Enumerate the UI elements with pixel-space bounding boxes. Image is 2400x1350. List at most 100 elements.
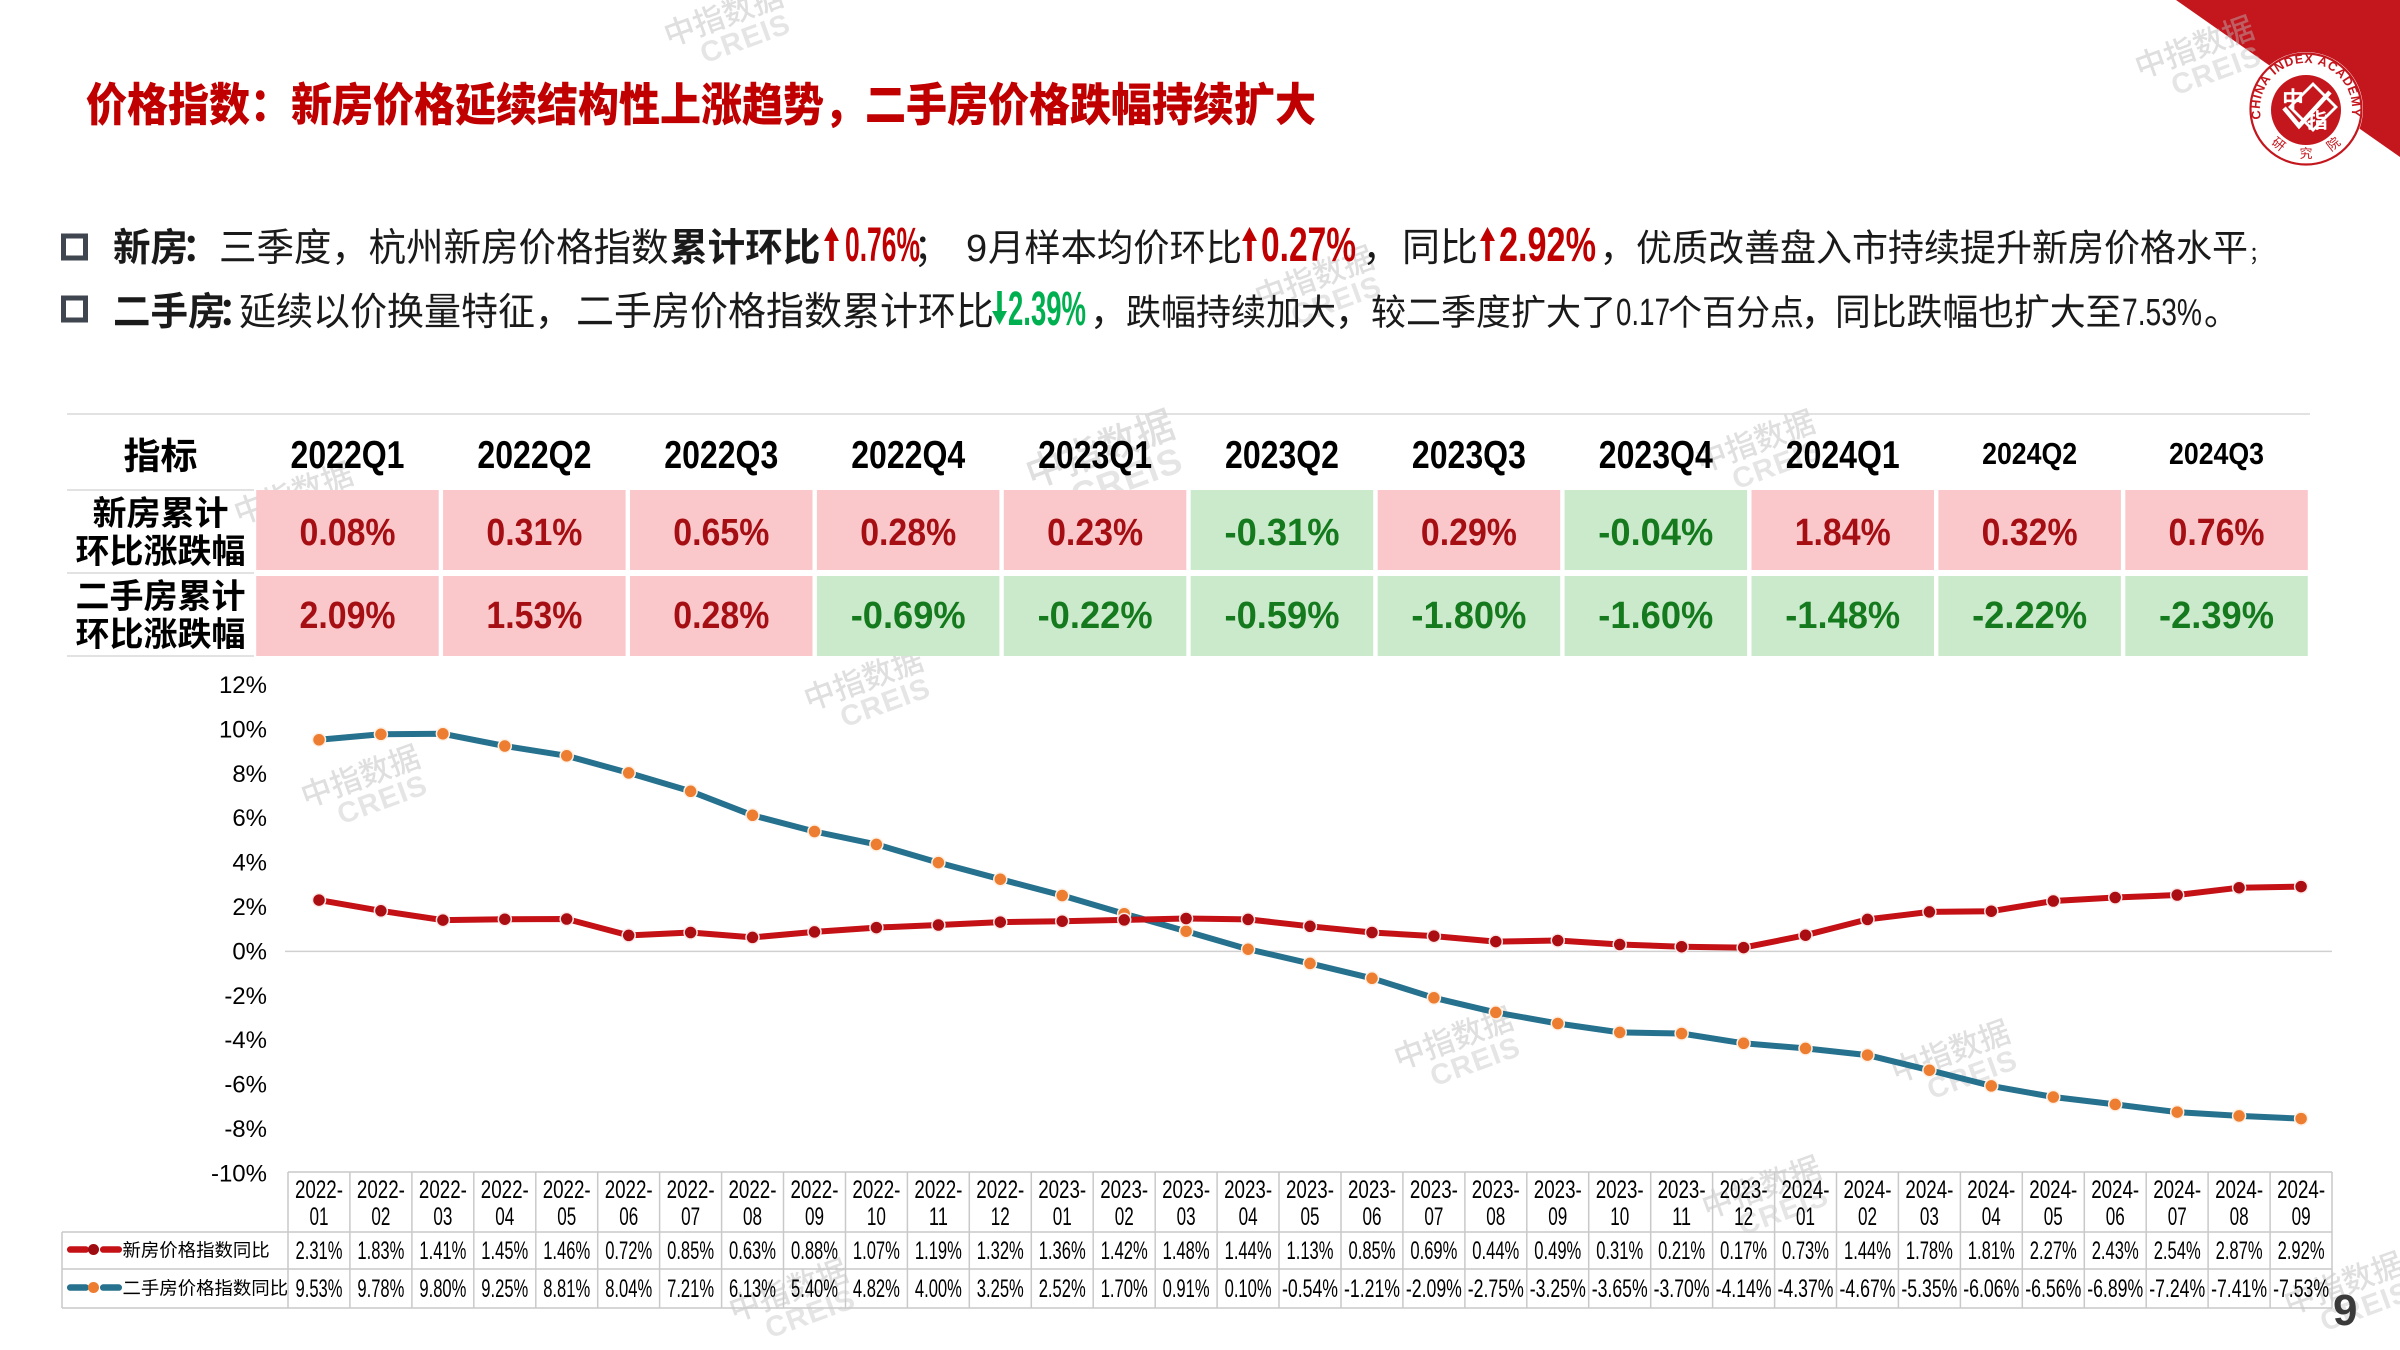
svg-text:2024-: 2024- (2215, 1176, 2263, 1204)
svg-text:0.91%: 0.91% (1163, 1275, 1210, 1303)
svg-text:0.10%: 0.10% (1225, 1275, 1272, 1303)
svg-text:2.92%: 2.92% (2278, 1237, 2325, 1265)
svg-text:2023-: 2023- (1038, 1176, 1086, 1204)
svg-text:2022-: 2022- (543, 1176, 591, 1204)
svg-text:2.27%: 2.27% (2030, 1237, 2077, 1265)
svg-text:0.85%: 0.85% (667, 1237, 714, 1265)
svg-text:4.00%: 4.00% (915, 1275, 962, 1303)
svg-text:1.53%: 1.53% (486, 595, 582, 637)
svg-text:09: 09 (2292, 1203, 2311, 1231)
svg-text:8%: 8% (232, 761, 267, 788)
svg-text:-2.09%: -2.09% (1406, 1275, 1462, 1303)
svg-text:01: 01 (310, 1203, 329, 1231)
svg-text:05: 05 (1301, 1203, 1320, 1231)
svg-text:09: 09 (805, 1203, 824, 1231)
svg-text:04: 04 (495, 1203, 514, 1231)
svg-text:9: 9 (966, 228, 987, 270)
svg-text:-3.70%: -3.70% (1654, 1275, 1710, 1303)
svg-text:2023Q3: 2023Q3 (1412, 434, 1526, 477)
svg-text:07: 07 (681, 1203, 700, 1231)
svg-text:01: 01 (1796, 1203, 1815, 1231)
svg-text:2022-: 2022- (914, 1176, 962, 1204)
svg-text:2022-: 2022- (852, 1176, 900, 1204)
svg-text:-0.31%: -0.31% (1225, 512, 1340, 554)
svg-text:04: 04 (1982, 1203, 2001, 1231)
svg-text:1.36%: 1.36% (1039, 1237, 1086, 1265)
svg-text:2022-: 2022- (419, 1176, 467, 1204)
svg-text:-0.22%: -0.22% (1038, 595, 1153, 637)
svg-text:6%: 6% (232, 805, 267, 832)
svg-text:1.70%: 1.70% (1101, 1275, 1148, 1303)
svg-text:-0.69%: -0.69% (851, 595, 966, 637)
svg-text:-4.37%: -4.37% (1778, 1275, 1834, 1303)
svg-text:-3.25%: -3.25% (1530, 1275, 1586, 1303)
svg-text:1.44%: 1.44% (1844, 1237, 1891, 1265)
svg-text:2024-: 2024- (2029, 1176, 2077, 1204)
svg-text:1.48%: 1.48% (1163, 1237, 1210, 1265)
svg-text:2.52%: 2.52% (1039, 1275, 1086, 1303)
svg-text:2023-: 2023- (1286, 1176, 1334, 1204)
svg-text:0.27%: 0.27% (1261, 219, 1356, 272)
svg-text:1.46%: 1.46% (543, 1237, 590, 1265)
svg-text:8.04%: 8.04% (605, 1275, 652, 1303)
svg-text:0.31%: 0.31% (1596, 1237, 1643, 1265)
svg-text:6.13%: 6.13% (729, 1275, 776, 1303)
svg-text:2022-: 2022- (295, 1176, 343, 1204)
svg-text:11: 11 (1672, 1203, 1691, 1231)
svg-text:1.83%: 1.83% (357, 1237, 404, 1265)
svg-text:3.25%: 3.25% (977, 1275, 1024, 1303)
svg-text:-5.35%: -5.35% (1901, 1275, 1957, 1303)
svg-text:0.21%: 0.21% (1658, 1237, 1705, 1265)
svg-text:11: 11 (929, 1203, 948, 1231)
svg-text:2024Q1: 2024Q1 (1786, 434, 1900, 477)
svg-text:2022-: 2022- (605, 1176, 653, 1204)
svg-text:06: 06 (2106, 1203, 2125, 1231)
svg-text:-7.41%: -7.41% (2211, 1275, 2267, 1303)
svg-text:9: 9 (2333, 1286, 2357, 1335)
svg-text:1.07%: 1.07% (853, 1237, 900, 1265)
svg-text:1.78%: 1.78% (1906, 1237, 1953, 1265)
svg-text:08: 08 (2230, 1203, 2249, 1231)
svg-text:2024Q3: 2024Q3 (2169, 436, 2264, 471)
svg-text:-1.80%: -1.80% (1411, 595, 1526, 637)
svg-text:4.82%: 4.82% (853, 1275, 900, 1303)
svg-text:05: 05 (557, 1203, 576, 1231)
svg-text:0.32%: 0.32% (1982, 512, 2078, 554)
svg-text:1.84%: 1.84% (1795, 512, 1891, 554)
svg-text:8.81%: 8.81% (543, 1275, 590, 1303)
svg-text:0.08%: 0.08% (300, 512, 396, 554)
svg-text:9.78%: 9.78% (357, 1275, 404, 1303)
svg-text:07: 07 (2168, 1203, 2187, 1231)
svg-text:2023Q4: 2023Q4 (1599, 434, 1713, 477)
svg-text:2%: 2% (232, 894, 267, 921)
svg-text:10: 10 (1610, 1203, 1629, 1231)
svg-text:2023-: 2023- (1162, 1176, 1210, 1204)
svg-text:2023-: 2023- (1348, 1176, 1396, 1204)
svg-text:2023-: 2023- (1472, 1176, 1520, 1204)
svg-text:0.28%: 0.28% (673, 595, 769, 637)
svg-text:12%: 12% (219, 672, 267, 699)
svg-text:12: 12 (1734, 1203, 1753, 1231)
svg-text:2022-: 2022- (357, 1176, 405, 1204)
svg-text:2022-: 2022- (667, 1176, 715, 1204)
svg-text:2024-: 2024- (1905, 1176, 1953, 1204)
svg-text:-6.06%: -6.06% (1963, 1275, 2019, 1303)
svg-text:2024-: 2024- (1844, 1176, 1892, 1204)
svg-text:07: 07 (1424, 1203, 1443, 1231)
svg-text:-7.53%: -7.53% (2273, 1275, 2329, 1303)
svg-text:-0.04%: -0.04% (1598, 512, 1713, 554)
svg-text:-0.59%: -0.59% (1225, 595, 1340, 637)
svg-text:-4.67%: -4.67% (1840, 1275, 1896, 1303)
svg-text:0.85%: 0.85% (1349, 1237, 1396, 1265)
svg-text:2023-: 2023- (1534, 1176, 1582, 1204)
svg-text:2022Q3: 2022Q3 (664, 434, 778, 477)
svg-text:2022-: 2022- (729, 1176, 777, 1204)
svg-text:2022-: 2022- (976, 1176, 1024, 1204)
svg-text:-8%: -8% (224, 1116, 267, 1143)
svg-text:2.54%: 2.54% (2154, 1237, 2201, 1265)
svg-text:-2%: -2% (224, 983, 267, 1010)
svg-text:0.63%: 0.63% (729, 1237, 776, 1265)
svg-text:08: 08 (1486, 1203, 1505, 1231)
svg-text:2023-: 2023- (1596, 1176, 1644, 1204)
svg-text:0.17: 0.17 (1616, 292, 1670, 334)
